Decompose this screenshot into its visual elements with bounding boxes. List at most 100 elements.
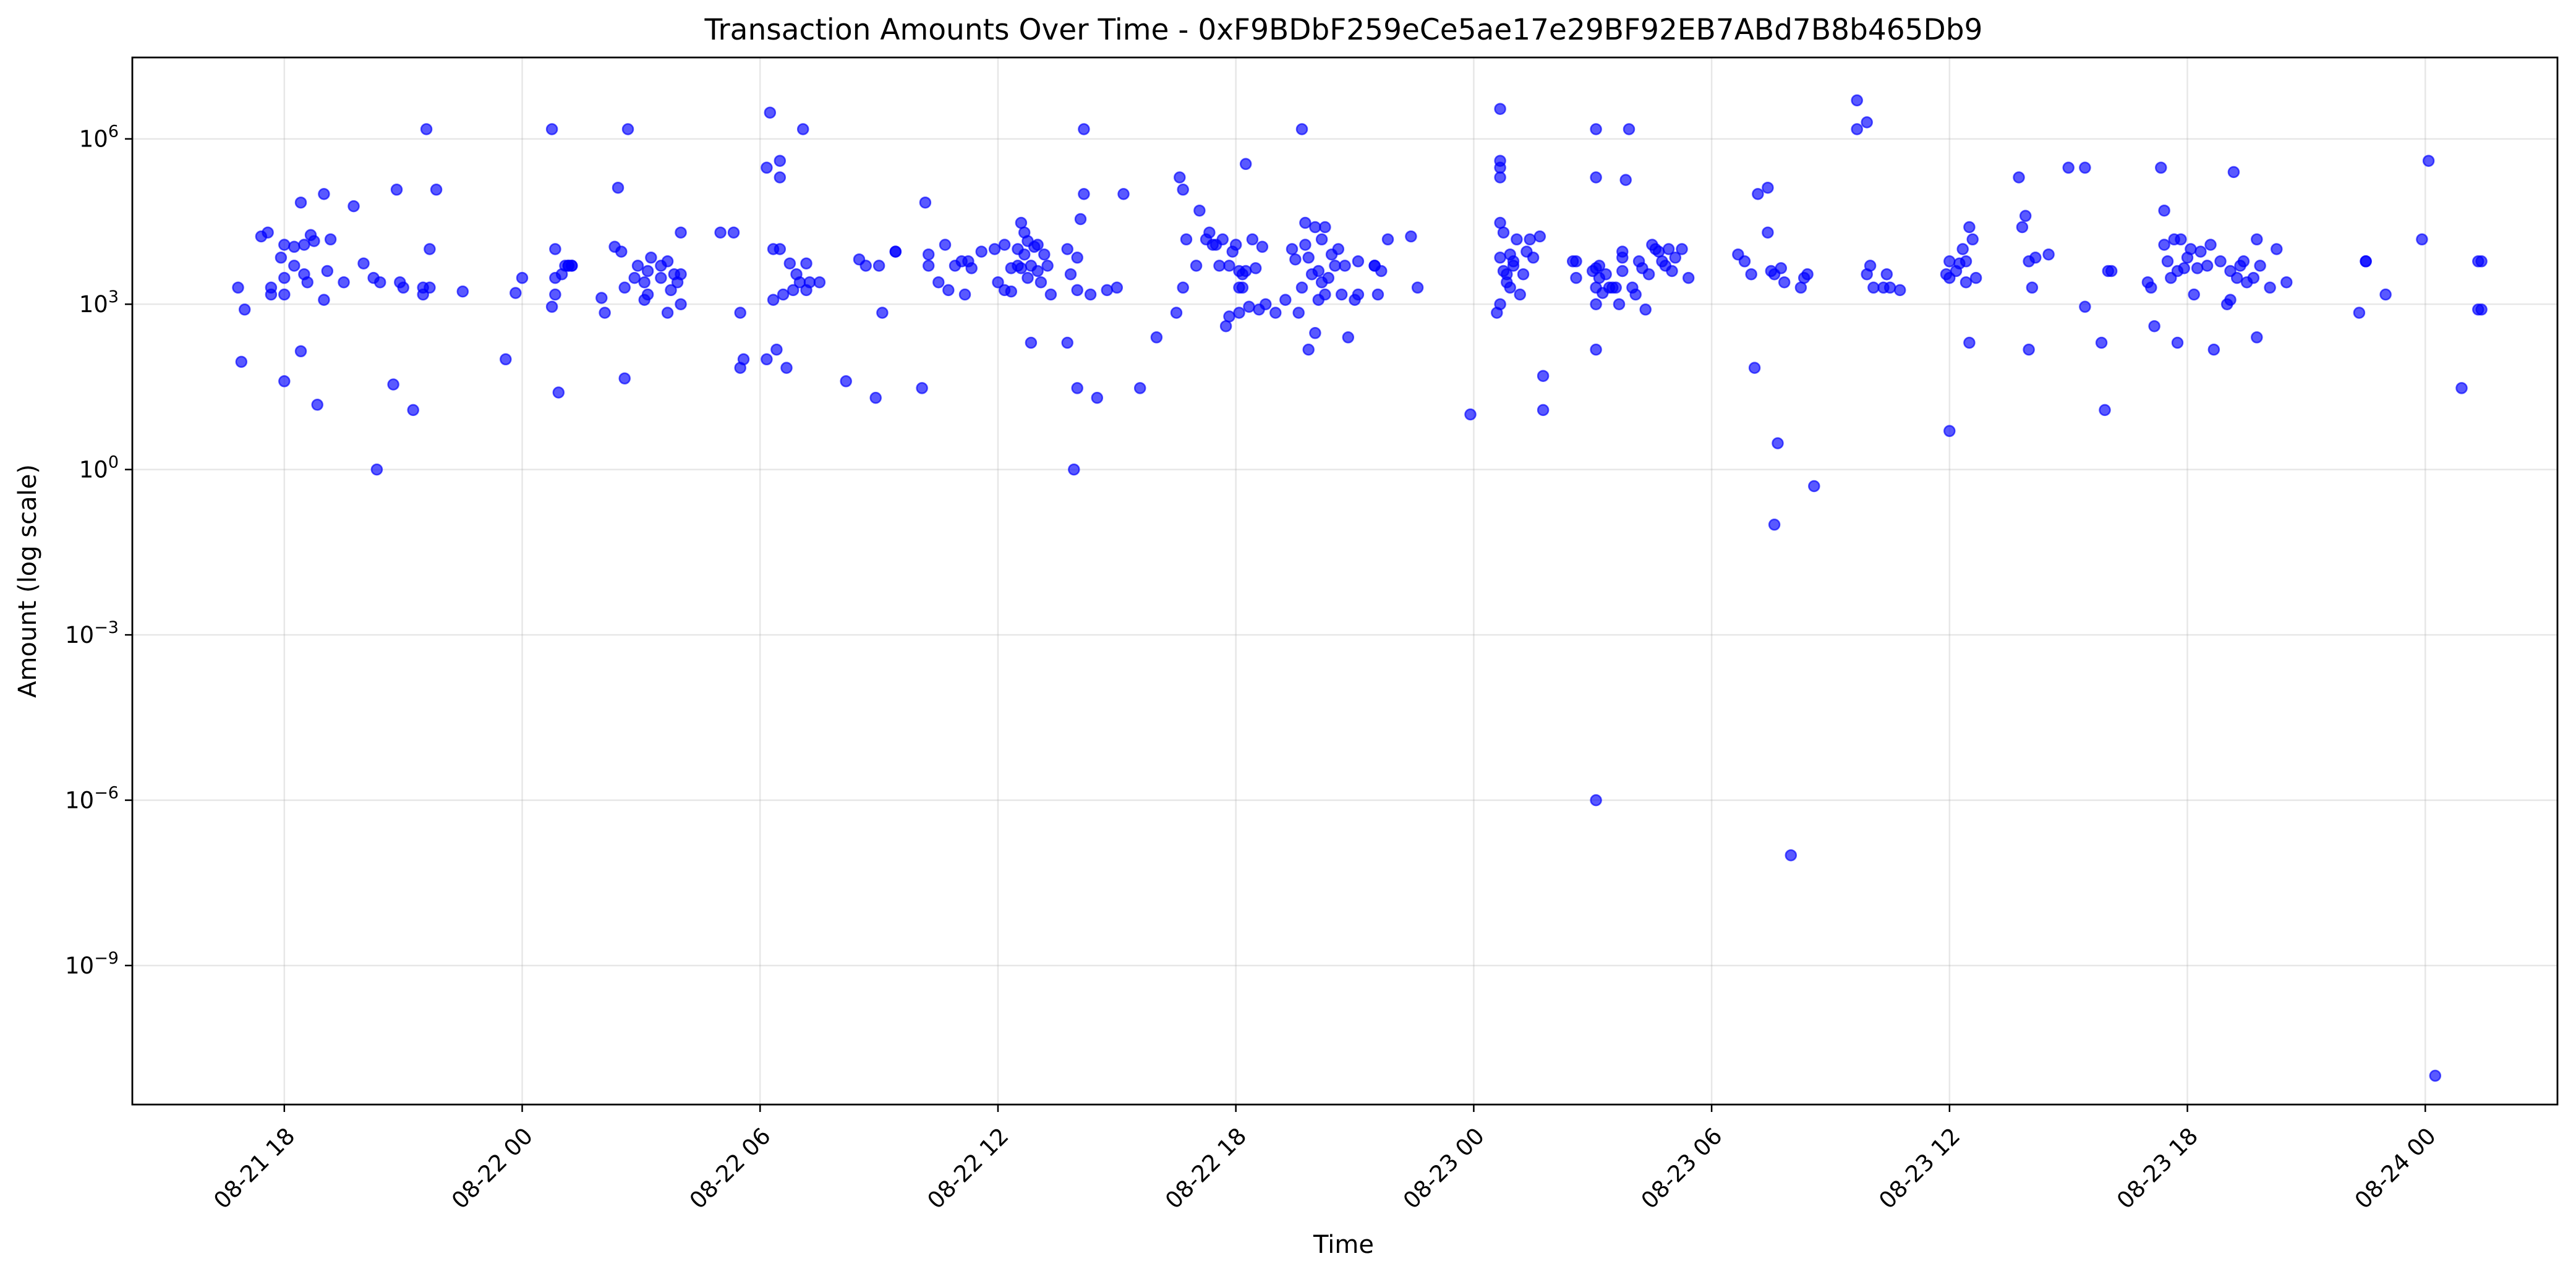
data-point [348,200,360,213]
data-point [1682,271,1695,284]
data-point [872,260,885,272]
data-point [1613,298,1626,310]
data-point [298,239,310,251]
data-point [321,265,334,278]
data-point [628,271,641,284]
data-point [1893,284,1906,297]
data-point [869,391,882,404]
data-point [397,281,409,294]
data-point [675,268,687,281]
data-point [1064,268,1077,281]
data-point [370,463,383,476]
data-point [1494,216,1506,229]
data-point [1867,281,1880,294]
data-point [1018,248,1031,261]
data-point [1236,281,1249,294]
data-point [2099,404,2111,417]
data-point [1319,288,1331,301]
data-point [1352,255,1365,268]
data-point [1960,276,1973,289]
data-point [1501,268,1513,281]
y-axis-ticks: 106 103 100 10−3 10−6 10−9 [65,122,132,979]
data-point [2416,233,2428,246]
data-point [2079,300,2091,313]
data-point [1101,284,1114,297]
data-point [1260,298,1272,310]
plot-area-frame [131,56,2559,1106]
data-point [800,257,812,269]
data-point [1497,226,1510,239]
data-point [1015,262,1028,274]
data-point [420,123,433,135]
data-point [737,353,750,366]
data-point [1312,265,1325,278]
data-point [1243,300,1255,313]
data-point [1517,268,1530,281]
data-point [618,372,631,384]
data-point [774,155,787,167]
data-point [2224,294,2237,306]
data-point [958,288,971,301]
data-point [2161,255,2174,268]
data-point [975,245,987,258]
data-point [1071,382,1083,394]
data-point [1969,271,1982,284]
data-point [1299,239,1311,251]
data-point [2175,233,2187,246]
data-point [734,307,746,319]
x-axis-label: Time [1313,1231,1374,1259]
data-point [294,345,307,358]
data-point [1768,519,1781,531]
data-point [545,123,558,135]
data-point [1078,188,1090,200]
data-point [1269,307,1282,319]
data-point [1061,243,1073,255]
data-point [278,288,291,301]
data-point [1610,281,1622,294]
data-point [2207,343,2220,356]
data-point [1005,285,1018,298]
data-point [1223,260,1235,272]
data-point [2475,255,2488,268]
data-point [338,276,350,289]
data-point [1256,240,1269,253]
data-point [988,243,1001,255]
data-point [2019,210,2032,223]
data-point [1537,370,1550,382]
data-point [1091,391,1104,404]
data-point [641,265,654,278]
data-point [2455,382,2468,394]
data-point [1322,271,1335,284]
data-point [308,235,320,247]
data-point [1044,288,1057,301]
data-point [2026,281,2039,294]
data-point [942,284,955,297]
data-point [1133,382,1146,394]
data-point [510,287,522,299]
data-point [232,281,244,294]
data-point [2214,255,2227,268]
data-point [761,161,773,174]
data-point [2237,255,2250,268]
data-point [1203,226,1216,239]
data-point [549,288,561,301]
data-point [2353,307,2366,319]
data-point [1762,226,1774,239]
data-point [631,260,644,272]
data-point [1174,171,1186,184]
data-point [2271,243,2283,255]
data-point [565,260,578,272]
data-point [1038,248,1051,261]
data-point [2251,331,2263,344]
data-point [2158,204,2170,217]
data-point [2194,245,2207,258]
data-point [803,276,816,289]
data-point [545,300,558,313]
data-point [1302,252,1315,264]
data-point [1864,260,1877,272]
data-point [1342,331,1355,344]
data-point [1170,307,1183,319]
data-point [1652,245,1665,258]
data-point [1068,463,1080,476]
